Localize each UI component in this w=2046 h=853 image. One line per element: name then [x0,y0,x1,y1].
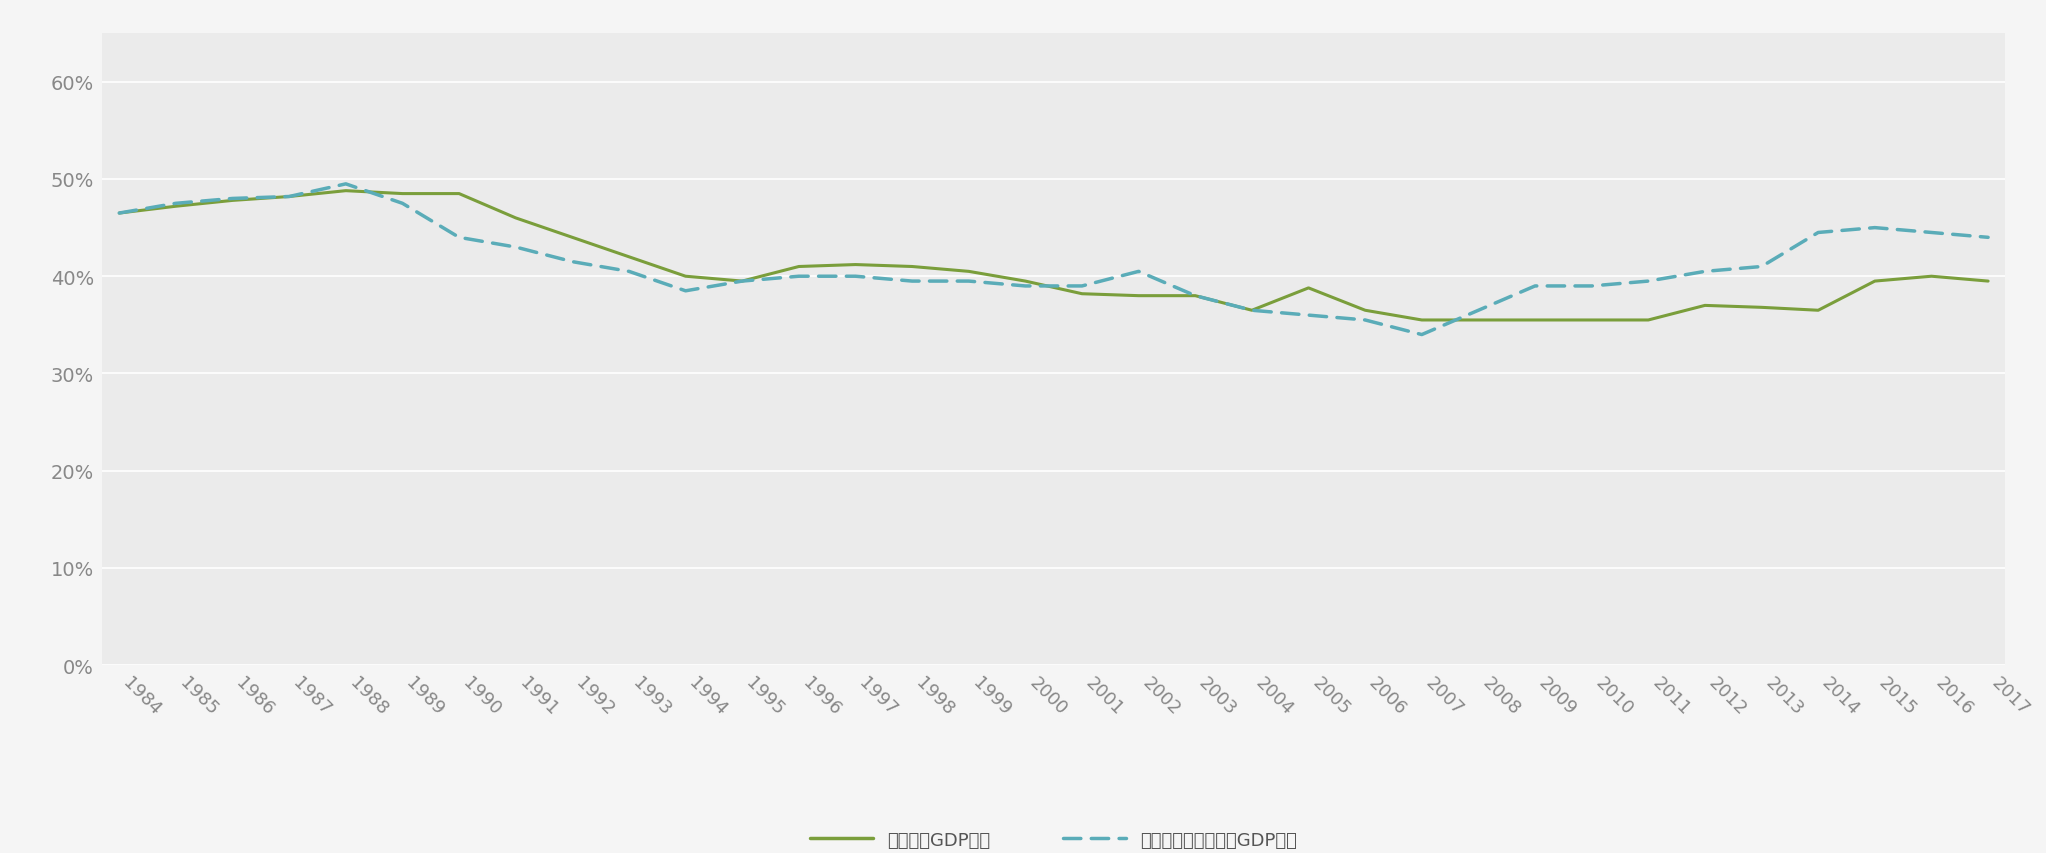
社会消费品零售总额GDP占比 [1807,228,1831,238]
社会消费品零售总额GDP占比 [333,179,358,189]
个人消费GDP占比 [1297,283,1322,293]
个人消费GDP占比 [1919,272,1944,282]
社会消费品零售总额GDP占比 [1749,262,1774,272]
个人消费GDP占比 [1522,316,1547,326]
个人消费GDP占比 [1862,276,1886,287]
个人消费GDP占比 [1013,276,1037,287]
社会消费品零售总额GDP占比 [673,287,698,297]
个人消费GDP占比 [786,262,810,272]
个人消费GDP占比 [561,233,585,243]
社会消费品零售总额GDP占比 [164,199,188,209]
社会消费品零售总额GDP占比 [900,276,925,287]
社会消费品零售总额GDP占比 [1297,310,1322,321]
个人消费GDP占比 [276,192,301,202]
个人消费GDP占比 [446,189,471,200]
社会消费品零售总额GDP占比 [1013,281,1037,292]
个人消费GDP占比 [1127,291,1152,301]
社会消费品零售总额GDP占比 [1240,305,1264,316]
个人消费GDP占比 [333,186,358,196]
个人消费GDP占比 [616,252,640,263]
社会消费品零售总额GDP占比 [616,267,640,277]
社会消费品零售总额GDP占比 [391,199,415,209]
个人消费GDP占比 [164,202,188,212]
个人消费GDP占比 [1352,305,1377,316]
社会消费品零售总额GDP占比 [1467,305,1492,316]
社会消费品零售总额GDP占比 [843,272,868,282]
个人消费GDP占比 [221,196,246,206]
个人消费GDP占比 [1580,316,1604,326]
个人消费GDP占比 [1807,305,1831,316]
社会消费品零售总额GDP占比 [1862,223,1886,234]
个人消费GDP占比 [1467,316,1492,326]
社会消费品零售总额GDP占比 [1976,233,2001,243]
社会消费品零售总额GDP占比 [1352,316,1377,326]
社会消费品零售总额GDP占比 [1580,281,1604,292]
社会消费品零售总额GDP占比 [1183,291,1207,301]
个人消费GDP占比 [1976,276,2001,287]
个人消费GDP占比 [730,276,755,287]
社会消费品零售总额GDP占比 [955,276,980,287]
个人消费GDP占比 [1240,305,1264,316]
社会消费品零售总额GDP占比 [1919,228,1944,238]
社会消费品零售总额GDP占比 [786,272,810,282]
社会消费品零售总额GDP占比 [106,209,131,219]
个人消费GDP占比 [843,260,868,270]
个人消费GDP占比 [673,272,698,282]
个人消费GDP占比 [1692,301,1717,311]
个人消费GDP占比 [1183,291,1207,301]
社会消费品零售总额GDP占比 [1127,267,1152,277]
个人消费GDP占比 [503,213,528,223]
社会消费品零售总额GDP占比 [221,194,246,205]
社会消费品零售总额GDP占比 [446,233,471,243]
社会消费品零售总额GDP占比 [503,242,528,252]
个人消费GDP占比 [1410,316,1434,326]
个人消费GDP占比 [900,262,925,272]
社会消费品零售总额GDP占比 [1692,267,1717,277]
Legend: 个人消费GDP占比, 社会消费品零售总额GDP占比: 个人消费GDP占比, 社会消费品零售总额GDP占比 [800,822,1307,853]
个人消费GDP占比 [955,267,980,277]
个人消费GDP占比 [391,189,415,200]
个人消费GDP占比 [1070,289,1095,299]
社会消费品零售总额GDP占比 [730,276,755,287]
Line: 个人消费GDP占比: 个人消费GDP占比 [119,191,1989,321]
社会消费品零售总额GDP占比 [1522,281,1547,292]
个人消费GDP占比 [1749,303,1774,313]
社会消费品零售总额GDP占比 [1637,276,1661,287]
社会消费品零售总额GDP占比 [1410,330,1434,340]
Line: 社会消费品零售总额GDP占比: 社会消费品零售总额GDP占比 [119,184,1989,335]
社会消费品零售总额GDP占比 [561,258,585,268]
个人消费GDP占比 [106,209,131,219]
社会消费品零售总额GDP占比 [1070,281,1095,292]
社会消费品零售总额GDP占比 [276,192,301,202]
个人消费GDP占比 [1637,316,1661,326]
